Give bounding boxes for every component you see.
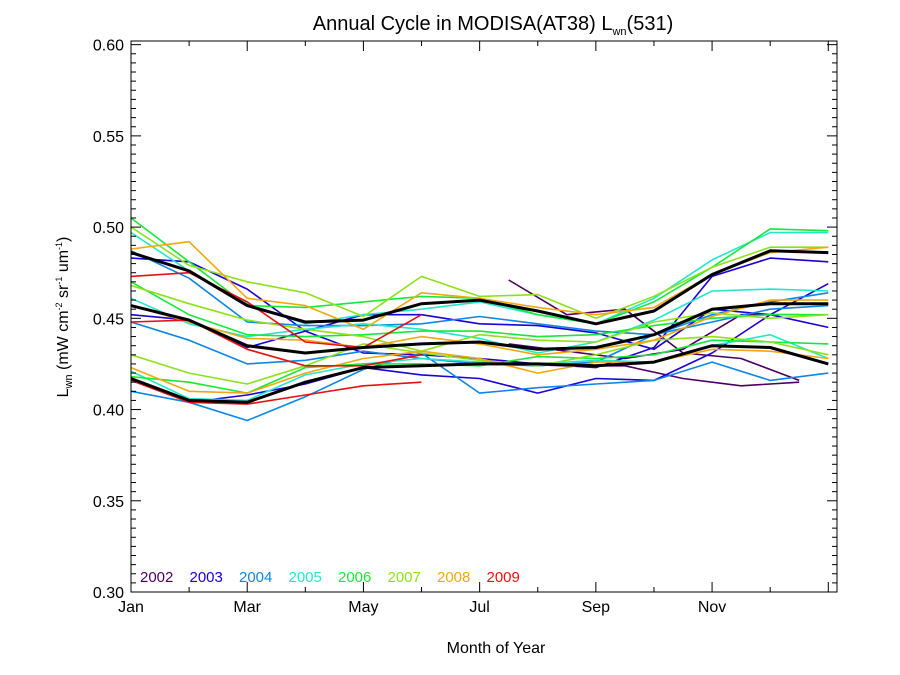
y-tick-label: 0.40 [93,403,124,420]
series-line-16 [131,284,829,353]
chart-title-suffix: (531) [627,13,674,35]
series-line-14 [131,339,829,394]
y-tick-label: 0.50 [93,220,124,237]
legend-entry: 2007 [388,569,421,586]
chart-title-prefix: Annual Cycle in MODISA(AT38) L [313,13,613,35]
series-line-8 [131,250,829,336]
legend-entry: 2002 [140,569,173,586]
series-line-10 [131,288,829,354]
x-tick-label: May [348,599,378,616]
plot-frame [130,40,838,593]
series-line-7 [131,292,829,367]
y-label-sup2: -1 [54,277,64,285]
series-line-13 [131,281,829,338]
series-line-6 [131,352,829,422]
series-line-1 [508,279,800,382]
legend-entry: 2008 [437,569,470,586]
series-line-2 [508,363,800,387]
series-line-20 [131,348,829,394]
y-label-l-sub: wn [63,374,75,389]
legend-entry: 2009 [487,569,520,586]
x-tick-label: Jan [118,599,144,616]
x-tick-label: Nov [698,599,726,616]
series-line-23 [131,379,422,405]
series-line-17 [131,335,829,385]
y-tick-label: 0.35 [93,494,124,511]
y-label-sup3: -1 [54,242,64,250]
y-tick-label: 0.45 [93,311,124,328]
series-line-15 [131,226,829,320]
series-layer [131,217,829,422]
y-label-part1: (mW cm [55,310,72,374]
legend-entry: 2004 [239,569,272,586]
legend-entry: 2005 [289,569,322,586]
series-line-22 [131,319,422,367]
y-axis-label: Lwn (mW cm-2 sr-1 um-1) [54,237,75,398]
x-axis-label: Month of Year [447,640,546,657]
chart-title: Annual Cycle in MODISA(AT38) Lwn(531) [313,13,674,38]
series-line-25 [131,302,829,355]
legend-entry: 2003 [190,569,223,586]
series-line-9 [131,231,829,325]
x-axis-tick-labels: Jan Mar May Jul Sep Nov [118,599,726,616]
legend: 2002 2003 2004 2005 2006 2007 2008 2009 [140,569,520,586]
y-label-part3: um [55,250,72,277]
legend-entry: 2006 [338,569,371,586]
x-tick-label: Mar [233,599,261,616]
chart-title-subscript: wn [611,26,626,38]
y-tick-label: 0.55 [93,129,124,146]
series-line-26 [131,344,829,404]
series-line-4 [131,313,829,404]
series-line-21 [131,271,422,349]
x-tick-label: Jul [469,599,489,616]
series-line-24 [131,249,829,326]
y-label-l: L [55,388,72,397]
y-tick-label: 0.60 [93,38,124,55]
x-tick-label: Sep [582,599,611,616]
axis-ticks [130,41,837,593]
y-label-part2: sr [55,284,72,302]
y-label-part4: ) [55,237,72,242]
y-axis-tick-labels: 0.30 0.35 0.40 0.45 0.50 0.55 0.60 [93,38,124,602]
y-tick-label: 0.30 [93,585,124,602]
series-line-19 [131,299,829,356]
y-label-sup1: -2 [54,302,64,310]
